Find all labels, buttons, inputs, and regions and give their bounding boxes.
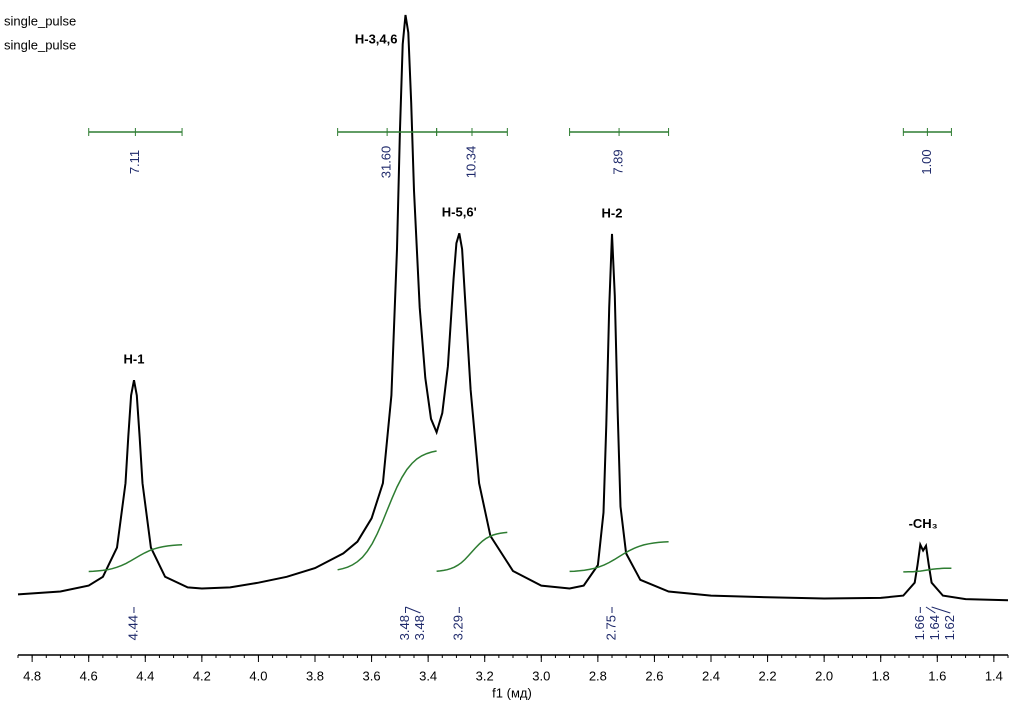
x-tick-label: 2.4: [702, 668, 720, 683]
x-tick-label: 2.6: [645, 668, 663, 683]
integral-label: 31.60: [379, 146, 394, 179]
shift-tick: [405, 606, 421, 614]
shift-label: 3.48: [397, 615, 412, 640]
shift-label: 1.66: [912, 615, 927, 640]
header-line: single_pulse: [4, 13, 76, 28]
x-tick-label: 3.4: [419, 668, 437, 683]
shift-label: 3.29: [451, 615, 466, 640]
x-tick-label: 1.8: [872, 668, 890, 683]
x-tick-label: 4.8: [23, 668, 41, 683]
peak-label: H-5,6': [442, 205, 477, 220]
x-axis-label: f1 (мд): [492, 685, 532, 700]
integral-label: 7.11: [127, 150, 142, 174]
integral-curve: [88, 544, 183, 573]
peak-label: H-2: [602, 205, 623, 220]
x-tick-label: 1.4: [985, 668, 1003, 683]
x-tick-label: 1.6: [928, 668, 946, 683]
x-tick-label: 4.6: [80, 668, 98, 683]
integral-curve: [569, 541, 669, 573]
peak-label: H-1: [123, 352, 144, 367]
integral-curve: [436, 531, 508, 573]
x-tick-label: 2.0: [815, 668, 833, 683]
integral-label: 10.34: [463, 146, 478, 179]
x-tick-label: 2.8: [589, 668, 607, 683]
shift-label: 4.44: [125, 615, 140, 640]
shift-label: 1.62: [942, 615, 957, 640]
x-tick-label: 4.4: [136, 668, 154, 683]
integral-label: 7.89: [611, 149, 626, 174]
shift-label: 3.48: [412, 615, 427, 640]
shift-tick: [931, 606, 951, 614]
peak-label: H-3,4,6: [355, 31, 398, 46]
peak-label: -CH₃: [909, 516, 938, 531]
x-tick-label: 4.2: [193, 668, 211, 683]
integral-curve: [337, 450, 437, 571]
x-tick-label: 4.0: [249, 668, 267, 683]
x-tick-label: 2.2: [759, 668, 777, 683]
shift-label: 2.75: [603, 615, 618, 640]
shift-tick: [925, 606, 936, 614]
x-tick-label: 3.2: [476, 668, 494, 683]
header-line: single_pulse: [4, 37, 76, 52]
spectrum-line: [17, 14, 1009, 602]
x-tick-label: 3.0: [532, 668, 550, 683]
x-tick-label: 3.8: [306, 668, 324, 683]
integral-curve: [903, 567, 952, 573]
shift-label: 1.64: [927, 615, 942, 640]
integral-label: 1.00: [919, 149, 934, 174]
x-tick-label: 3.6: [363, 668, 381, 683]
